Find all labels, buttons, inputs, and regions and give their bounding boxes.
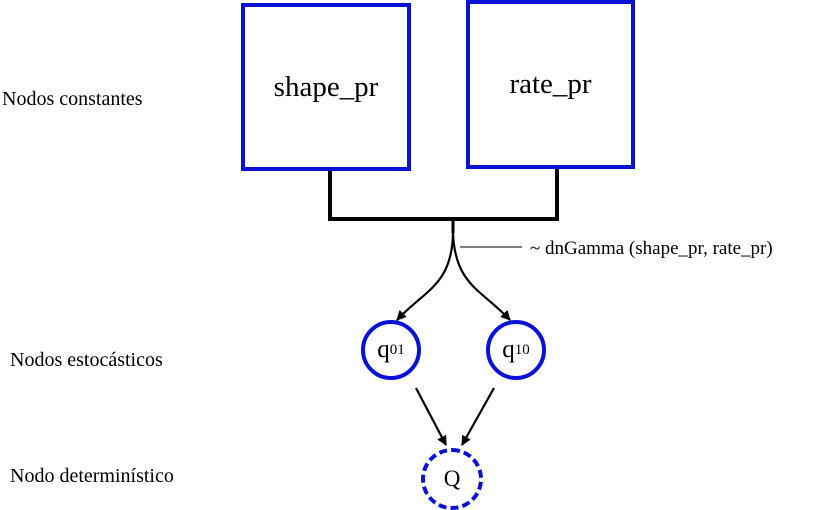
q10-base: q (502, 336, 515, 363)
constant-node-shape: shape_pr (241, 3, 411, 171)
constants-join-bracket (328, 168, 559, 221)
distribution-label: ~ dnGamma (shape_pr, rate_pr) (530, 238, 773, 259)
label-constant-nodes: Nodos constantes (2, 88, 143, 110)
label-stochastic-nodes: Nodos estocásticos (10, 349, 163, 371)
q10-subscript: 10 (514, 341, 530, 358)
constant-node-rate-label: rate_pr (509, 68, 592, 100)
edge-q10-to-Q (461, 387, 495, 446)
stochastic-node-q10: q 10 (486, 320, 546, 380)
stochastic-node-q01: q 01 (361, 320, 421, 380)
constant-node-rate: rate_pr (466, 0, 635, 169)
q01-subscript: 01 (389, 341, 405, 358)
q01-base: q (377, 336, 390, 363)
constant-node-shape-label: shape_pr (273, 70, 379, 103)
deterministic-node-Q: Q (421, 448, 483, 510)
edge-q01-to-Q (415, 387, 447, 446)
edge-to-q01 (396, 232, 455, 321)
label-deterministic-node: Nodo determinístico (10, 465, 174, 487)
deterministic-node-Q-label: Q (443, 466, 461, 491)
edge-to-q10 (451, 232, 511, 321)
